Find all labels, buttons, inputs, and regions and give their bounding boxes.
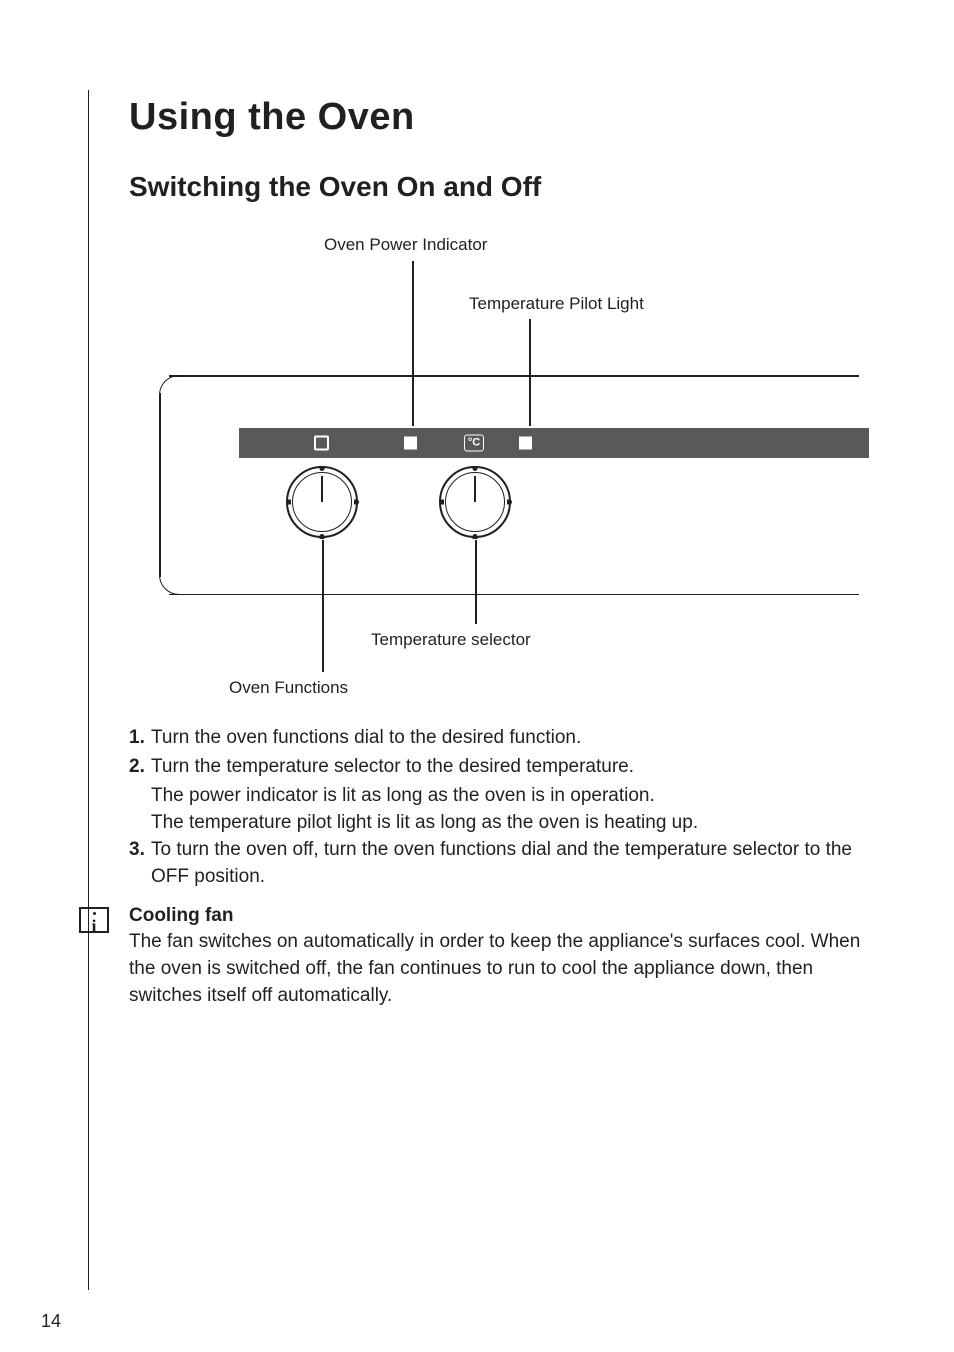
step-subtext: The power indicator is lit as long as th… [151,783,888,810]
page-number: 14 [41,1311,61,1332]
step-number: 3. [129,837,151,891]
oven-panel-diagram: Oven Power Indicator Temperature Pilot L… [129,213,849,693]
section-title: Switching the Oven On and Off [129,171,888,203]
step-number: 2. [129,754,151,781]
temperature-pilot-icon [519,437,532,450]
temperature-unit-icon: °C [464,435,484,452]
cooling-fan-heading: Cooling fan [129,905,888,927]
step-text: Turn the temperature selector to the des… [151,754,888,781]
instruction-steps: 1. Turn the oven functions dial to the d… [129,725,888,891]
step-2: 2. Turn the temperature selector to the … [129,754,888,781]
indicator-strip: °C [239,428,869,458]
label-power-indicator: Oven Power Indicator [324,235,487,255]
page-title: Using the Oven [129,96,888,139]
step-1: 1. Turn the oven functions dial to the d… [129,725,888,752]
step-3: 3. To turn the oven off, turn the oven f… [129,837,888,891]
page-frame: Using the Oven Switching the Oven On and… [88,90,888,1290]
power-indicator-icon [314,436,329,451]
step-subtext: The temperature pilot light is lit as lo… [151,810,888,837]
oven-functions-dial [286,466,358,538]
step-text: Turn the oven functions dial to the desi… [151,725,888,752]
label-oven-functions: Oven Functions [229,678,348,698]
temperature-selector-dial [439,466,511,538]
cooling-fan-text: The fan switches on automatically in ord… [129,929,888,1010]
step-text: To turn the oven off, turn the oven func… [151,837,888,891]
step-number: 1. [129,725,151,752]
info-icon: i [79,907,109,933]
cooling-fan-section: i Cooling fan The fan switches on automa… [129,905,888,1010]
label-temperature-pilot-light: Temperature Pilot Light [469,294,644,314]
indicator-dot-left-icon [404,437,417,450]
label-temperature-selector: Temperature selector [371,630,531,650]
